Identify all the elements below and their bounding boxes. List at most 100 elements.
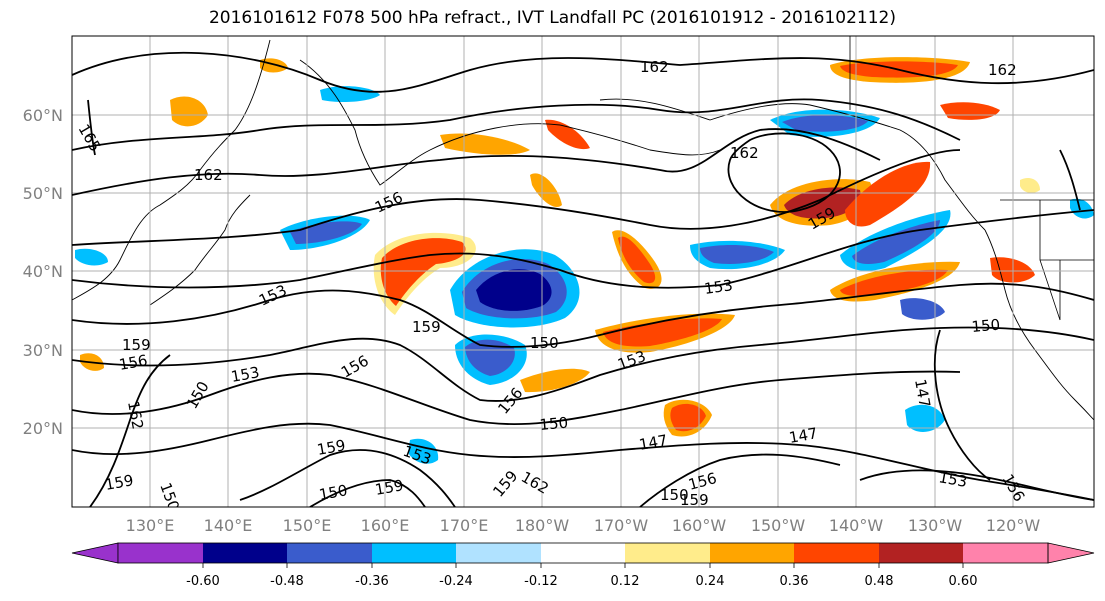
lat-label: 20°N — [23, 419, 63, 438]
contour-line — [72, 422, 1094, 501]
contour-line — [72, 370, 961, 426]
colorbar-tick-label: -0.48 — [270, 574, 304, 589]
map-title: 2016101612 F078 500 hPa refract., IVT La… — [208, 8, 896, 28]
contour-line — [859, 469, 1094, 501]
lat-label: 60°N — [23, 106, 63, 125]
shaded-blob — [380, 238, 466, 306]
shaded-blob — [440, 133, 530, 155]
colorbar-segment — [372, 543, 456, 563]
lat-label: 50°N — [23, 184, 63, 203]
colorbar-ticks — [202, 563, 964, 568]
colorbar-tick-label: 0.60 — [949, 574, 978, 589]
contour-line — [72, 209, 1094, 289]
gridlines — [72, 36, 1094, 507]
contour-line — [72, 98, 961, 151]
shaded-blob — [545, 119, 590, 150]
latitude-labels: 60°N 50°N 40°N 30°N 20°N — [23, 106, 63, 438]
contour-line — [72, 51, 1094, 93]
shaded-blob — [840, 269, 948, 296]
contour-line — [639, 453, 841, 507]
contour-line — [72, 128, 881, 196]
contour-label: 153 — [703, 276, 734, 298]
contour-label: 162 — [988, 61, 1017, 79]
colorbar: -0.60 -0.48 -0.36 -0.24 -0.12 0.12 0.24 … — [71, 542, 1095, 589]
contour-line — [89, 354, 171, 507]
shaded-blob — [520, 368, 590, 393]
shaded-blob — [465, 339, 515, 376]
shaded-blob — [75, 248, 108, 266]
contour-label: 162 — [640, 58, 669, 76]
shaded-blob — [618, 236, 656, 284]
lon-label: 120°W — [986, 516, 1041, 535]
shaded-blob — [900, 298, 945, 320]
shaded-blob — [784, 187, 861, 219]
colorbar-segment — [625, 543, 710, 563]
lat-label: 30°N — [23, 341, 63, 360]
colorbar-extend-left — [71, 542, 119, 564]
contour-label: 150 — [530, 334, 559, 352]
contour-line — [72, 326, 1094, 402]
contour-label: 159 — [122, 336, 151, 354]
colorbar-segment — [794, 543, 879, 563]
coastline-kamchatka — [299, 59, 561, 186]
contour-line — [727, 132, 841, 213]
colorbar-segment — [287, 543, 372, 563]
lon-label: 130°W — [908, 516, 963, 535]
colorbar-tick-label: -0.24 — [439, 574, 473, 589]
contour-label: 159 — [104, 471, 135, 494]
shaded-regions — [75, 57, 1094, 464]
contour-label: 156 — [118, 351, 149, 374]
coastline-alaska — [599, 98, 986, 231]
colorbar-tick-label: 0.48 — [865, 574, 894, 589]
shaded-blob — [940, 102, 1000, 120]
colorbar-segment — [456, 543, 541, 563]
longitude-labels: 130°E 140°E 150°E 160°E 170°E 180°W 170°… — [126, 516, 1041, 535]
colorbar-tick-label: 0.24 — [696, 574, 725, 589]
shaded-blob — [603, 318, 722, 347]
contour-label: 150 — [660, 486, 689, 504]
contour-label: 150 — [318, 481, 349, 504]
colorbar-tick-label: 0.12 — [611, 574, 640, 589]
shaded-blob — [845, 161, 931, 227]
contour-label: 159 — [680, 491, 709, 509]
colorbar-segment — [963, 543, 1048, 563]
lon-label: 140°W — [829, 516, 884, 535]
shaded-blob — [530, 173, 562, 208]
shaded-blob — [1020, 178, 1040, 193]
lon-label: 140°E — [204, 516, 253, 535]
map-frame — [71, 35, 1095, 508]
shaded-blob — [1070, 198, 1094, 219]
colorbar-tick-label: -0.60 — [186, 574, 220, 589]
colorbar-segment — [118, 543, 203, 563]
coastline-asia — [72, 39, 271, 301]
contour-line — [1059, 149, 1081, 211]
lon-label: 150°E — [283, 516, 332, 535]
lon-label: 180°W — [515, 516, 570, 535]
coastline-aleutians — [559, 124, 721, 156]
colorbar-tick-label: 0.36 — [780, 574, 809, 589]
colorbar-segment — [541, 543, 625, 563]
contour-label: 147 — [788, 424, 819, 447]
contour-label: 153 — [937, 468, 968, 491]
lon-label: 170°W — [594, 516, 649, 535]
contour-label: 162 — [730, 144, 759, 162]
shaded-blob — [670, 403, 706, 432]
colorbar-extend-right — [1047, 542, 1095, 564]
contour-line — [239, 449, 456, 507]
shaded-blob — [170, 96, 208, 127]
lon-label: 160°E — [361, 516, 410, 535]
contours — [72, 51, 1094, 507]
coastlines — [72, 39, 1094, 421]
contour-label: 147 — [638, 431, 669, 454]
lon-label: 170°E — [440, 516, 489, 535]
colorbar-tick-label: -0.36 — [355, 574, 389, 589]
contour-label: 159 — [316, 436, 347, 459]
contour-label: 162 — [194, 166, 223, 184]
contour-label: 150 — [539, 414, 569, 434]
contour-label: 162 — [124, 400, 147, 431]
contour-line — [933, 329, 991, 481]
shaded-blob — [476, 269, 552, 311]
colorbar-tick-label: -0.12 — [524, 574, 558, 589]
colorbar-segment — [710, 543, 794, 563]
lat-label: 40°N — [23, 262, 63, 281]
